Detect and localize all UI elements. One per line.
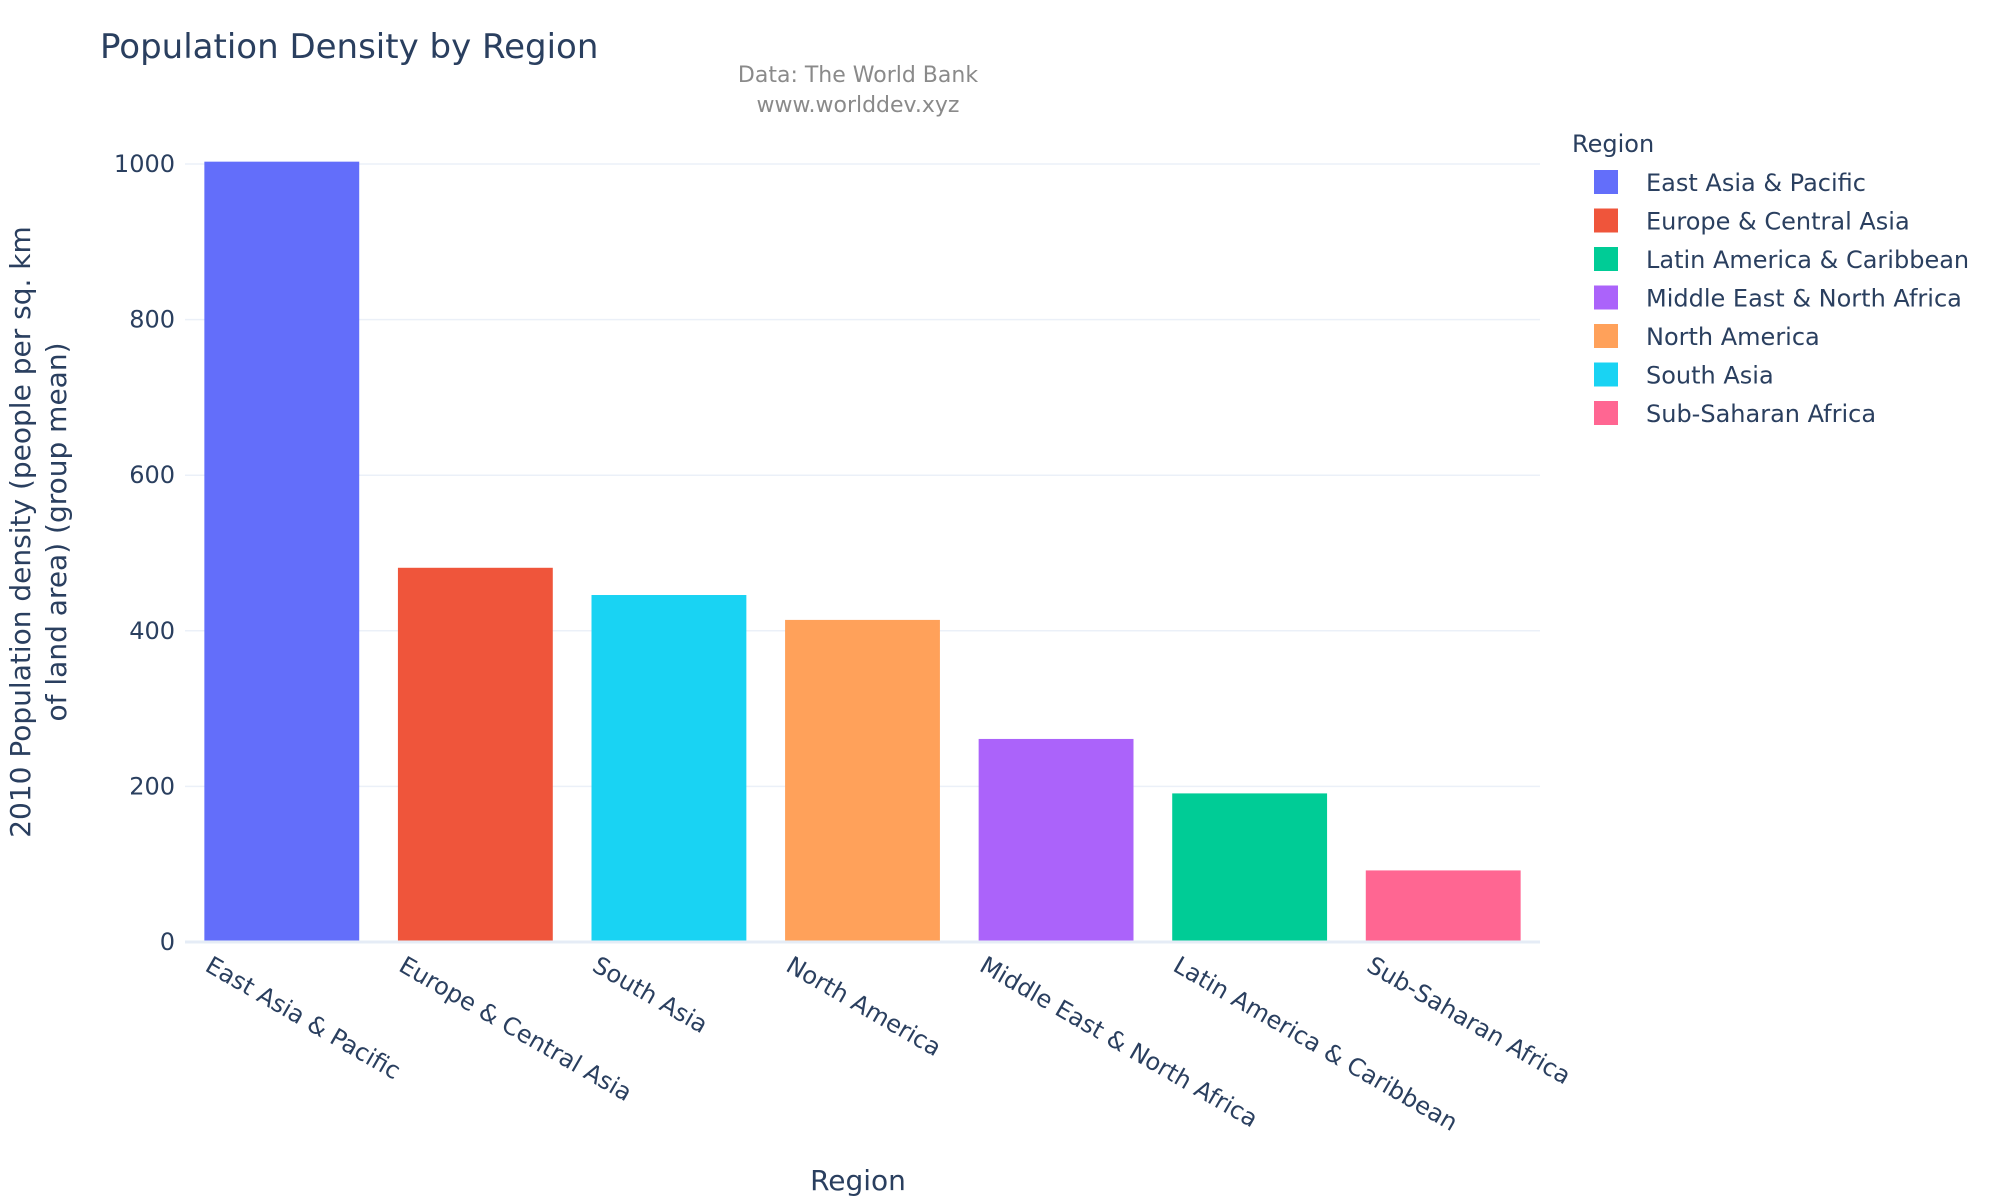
bar [978, 738, 1134, 942]
bar [591, 595, 747, 942]
x-tick-label: North America [782, 951, 946, 1062]
legend-swatch [1594, 247, 1618, 271]
legend-swatch [1594, 285, 1618, 310]
y-tick-labels: 0 200 400 600 800 1000 [114, 150, 175, 956]
bar [1172, 793, 1328, 942]
legend-label: South Asia [1646, 362, 1774, 390]
chart-title: Population Density by Region [100, 27, 598, 67]
bar [397, 567, 553, 942]
x-tick-label: South Asia [588, 951, 713, 1039]
bar [785, 619, 940, 942]
y-tick-label: 0 [160, 928, 175, 956]
legend-label: Middle East & North Africa [1646, 285, 1962, 313]
legend-label: North America [1646, 323, 1820, 351]
legend-label: East Asia & Pacific [1646, 169, 1866, 197]
legend-label: Latin America & Caribbean [1646, 246, 1969, 274]
legend-swatch [1594, 324, 1618, 348]
x-tick-label: Sub-Saharan Africa [1362, 951, 1575, 1090]
x-tick-label: East Asia & Pacific [201, 951, 405, 1085]
y-axis-title-line-2: of land area) (group mean) [40, 343, 73, 722]
legend-swatch [1594, 208, 1618, 233]
x-axis-title: Region [810, 1164, 906, 1197]
legend-label: Europe & Central Asia [1646, 208, 1910, 236]
chart-annotation-source: Data: The World Bank [738, 63, 978, 88]
bar [204, 161, 360, 942]
y-tick-label: 400 [129, 617, 175, 645]
y-tick-label: 600 [129, 461, 175, 489]
legend-swatch [1594, 362, 1618, 387]
legend-swatch [1594, 401, 1618, 425]
y-tick-label: 800 [129, 306, 175, 334]
legend-items: East Asia & Pacific Europe & Central Asia… [1594, 169, 1969, 428]
chart-annotation-url: www.worlddev.xyz [757, 93, 960, 118]
y-axis-title-line-1: 2010 Population density (people per sq. … [4, 226, 37, 838]
bar [1365, 870, 1521, 942]
y-tick-label: 200 [129, 772, 175, 800]
y-axis-title: 2010 Population density (people per sq. … [4, 226, 73, 838]
bars [204, 161, 1521, 942]
y-tick-label: 1000 [114, 150, 175, 178]
legend-label: Sub-Saharan Africa [1646, 400, 1876, 428]
legend: Region East Asia & Pacific Europe & Centr… [1572, 130, 1969, 428]
legend-swatch [1594, 170, 1618, 194]
legend-title: Region [1572, 130, 1654, 158]
